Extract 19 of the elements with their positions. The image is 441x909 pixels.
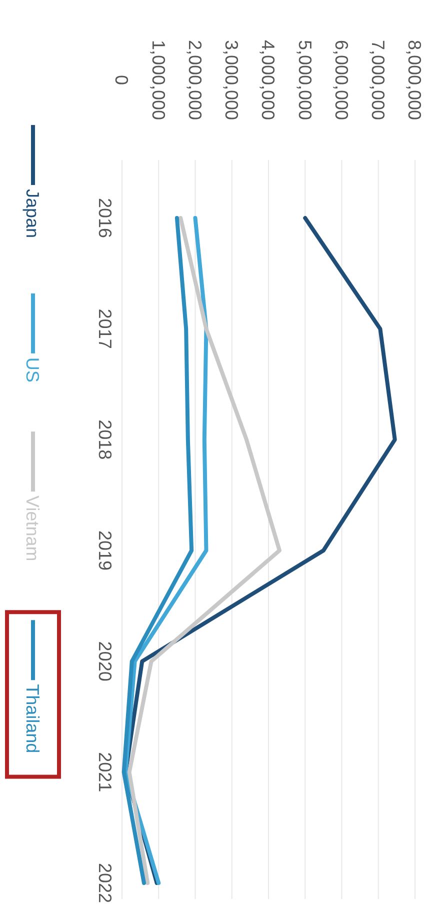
x-tick-label: 3,000,000	[222, 40, 242, 120]
x-tick-label: 0	[112, 74, 132, 86]
y-tick-label: 2021	[95, 752, 115, 792]
y-tick-label: 2020	[95, 641, 115, 682]
x-tick-label: 6,000,000	[331, 40, 352, 120]
x-tick-label: 2,000,000	[184, 40, 205, 120]
y-tick-label: 2016	[95, 198, 115, 238]
text: US	[22, 357, 43, 382]
text: Japan	[22, 189, 43, 238]
text: Thailand	[22, 684, 43, 754]
x-tick-label: 1,000,000	[148, 40, 168, 120]
y-tick-label: 2019	[95, 530, 115, 571]
x-tick-label: 7,000,000	[368, 40, 388, 120]
y-tick-label: 2018	[95, 420, 115, 460]
y-tick-label: 2022	[95, 862, 115, 904]
x-tick-label: 5,000,000	[294, 40, 315, 120]
y-tick-label: 2017	[95, 308, 115, 349]
x-tick-label: 8,000,000	[404, 40, 425, 120]
x-tick-label: 4,000,000	[258, 40, 278, 120]
